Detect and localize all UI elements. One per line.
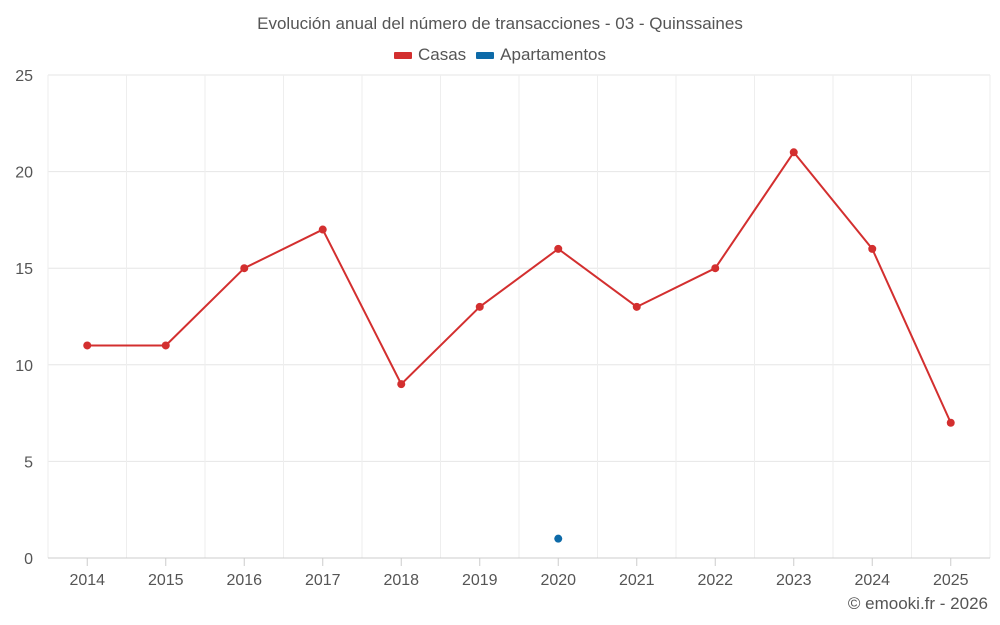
x-tick-label: 2025 (933, 572, 969, 589)
x-tick-label: 2022 (697, 572, 733, 589)
y-tick-label: 0 (24, 551, 33, 568)
legend-label-casas: Casas (417, 45, 467, 64)
y-tick-label: 15 (15, 261, 33, 278)
data-point-casas (318, 225, 327, 234)
legend-label-apartamentos: Apartamentos (500, 45, 607, 64)
x-tick-label: 2014 (69, 572, 105, 589)
legend-swatch-casas (393, 51, 412, 59)
data-point-casas (789, 148, 798, 157)
y-tick-label: 10 (15, 358, 33, 375)
data-point-apartamentos (554, 534, 563, 543)
legend: Casas Apartamentos (0, 45, 1000, 65)
data-point-casas (83, 341, 92, 350)
data-point-casas (711, 264, 720, 273)
legend-item-apartamentos[interactable]: Apartamentos (476, 45, 606, 65)
series-line-casas (87, 151, 952, 424)
data-point-casas (397, 380, 406, 389)
data-point-casas (632, 302, 641, 311)
data-point-casas (554, 244, 563, 253)
credit-text: © emooki.fr - 2026 (847, 594, 988, 613)
x-tick-label: 2017 (305, 572, 341, 589)
data-point-casas (161, 341, 170, 350)
data-point-casas (946, 418, 955, 427)
data-point-casas (475, 302, 484, 311)
data-point-casas (240, 264, 249, 273)
legend-swatch-apartamentos (476, 51, 495, 59)
x-tick-label: 2015 (148, 572, 184, 589)
x-tick-label: 2016 (226, 572, 262, 589)
chart-title: Evolución anual del número de transaccio… (257, 14, 743, 33)
x-tick-label: 2023 (776, 572, 812, 589)
x-tick-label: 2019 (462, 572, 498, 589)
x-tick-label: 2021 (619, 572, 655, 589)
y-tick-label: 20 (15, 165, 33, 182)
y-tick-label: 25 (15, 68, 33, 85)
y-tick-label: 5 (24, 454, 33, 471)
x-tick-label: 2024 (854, 572, 890, 589)
data-point-casas (868, 244, 877, 253)
legend-item-casas[interactable]: Casas (393, 45, 467, 65)
x-tick-label: 2020 (540, 572, 576, 589)
x-tick-label: 2018 (383, 572, 419, 589)
